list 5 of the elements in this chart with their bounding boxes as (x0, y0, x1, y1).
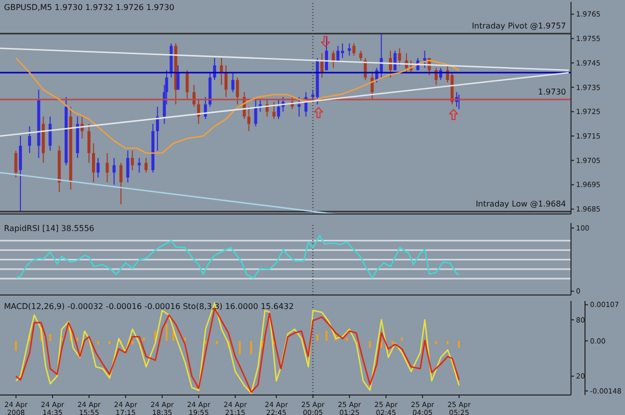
chart-title: RapidRSI [14] 38.5556 (4, 224, 94, 233)
ref-line-label: Intraday Pivot @1.9757 (472, 22, 566, 31)
ref-line-label: Intraday Low @1.9684 (476, 200, 566, 209)
ref-line-label: 1.9730 (538, 87, 566, 96)
chart-title: GBPUSD,M5 1.9730 1.9732 1.9726 1.9730 (4, 3, 174, 12)
